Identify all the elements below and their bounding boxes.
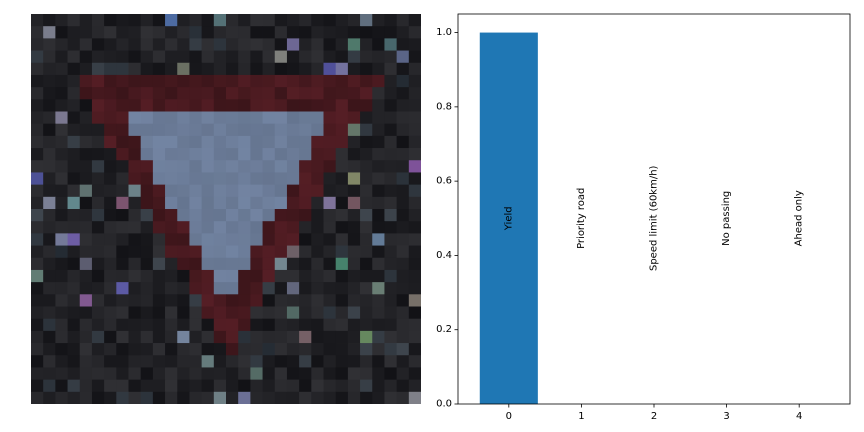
traffic-sign-image [31,14,421,404]
y-tick-label: 0.8 [436,101,452,112]
x-tick-label: 4 [796,411,802,422]
bars [479,32,538,404]
bar-labels: Yield Priority road Speed limit (60km/h) No… [503,165,804,271]
bar-label: No passing [721,191,732,246]
y-tick-label: 1.0 [436,27,452,38]
x-tick-label: 0 [506,411,512,422]
y-tick-label: 0.2 [436,324,452,335]
x-tick-label: 1 [578,411,584,422]
y-tick-label: 0.6 [436,176,452,187]
bar-label: Yield [503,206,514,231]
x-tick-label: 3 [723,411,729,422]
y-tick-label: 0.0 [436,399,452,410]
x-axis: 0 1 2 3 4 [506,404,802,422]
bar-label: Priority road [576,188,587,249]
y-tick-label: 0.4 [436,250,452,261]
x-tick-label: 2 [651,411,657,422]
bar-label: Ahead only [794,190,805,246]
bar-label: Speed limit (60km/h) [649,165,660,271]
sign-pixels [31,14,421,404]
y-axis: 0.0 0.2 0.4 0.6 0.8 1.0 [436,27,458,410]
bar [479,32,538,404]
